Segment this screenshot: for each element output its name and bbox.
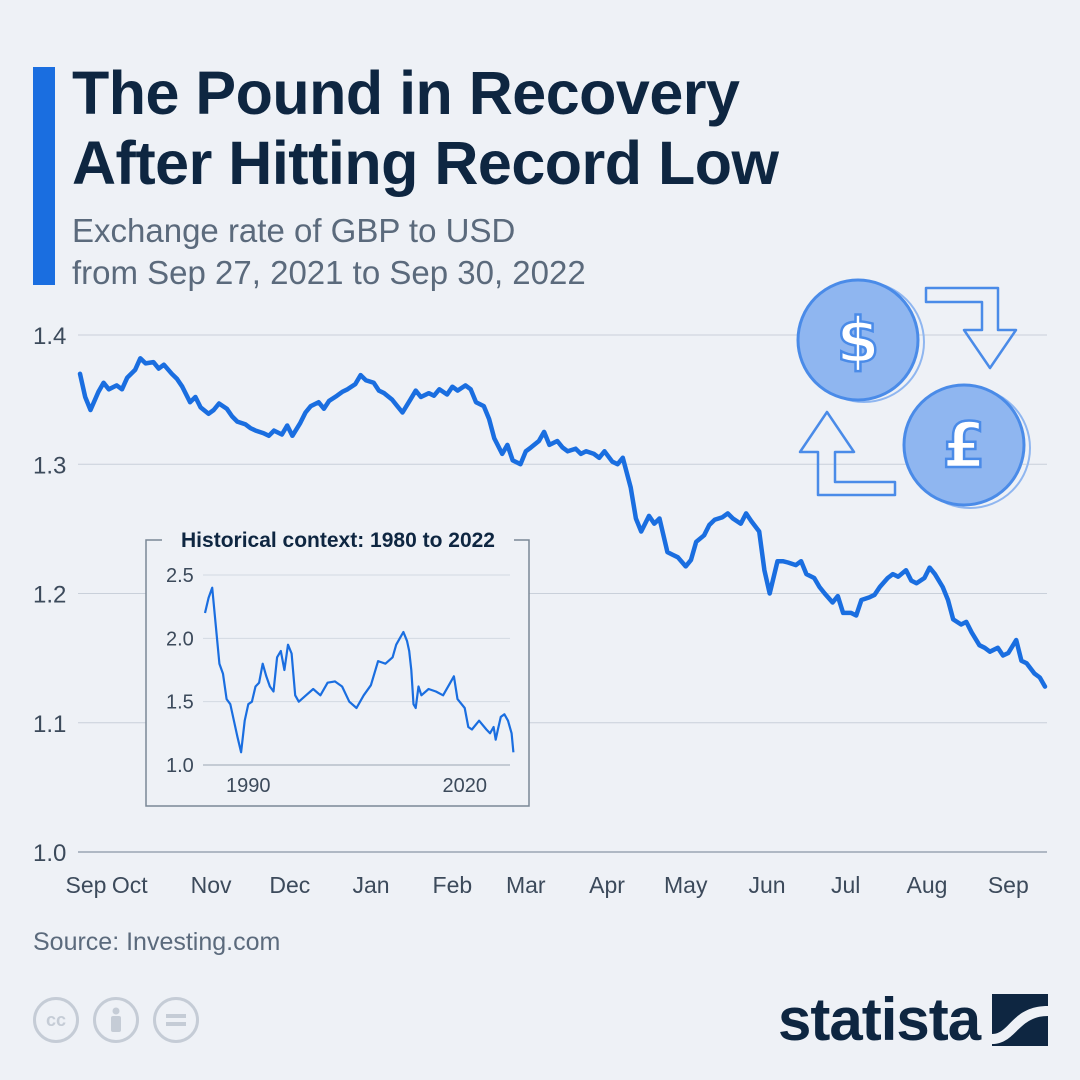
y-tick-label: 1.0: [33, 840, 66, 867]
y-tick-label: 1.2: [33, 582, 66, 609]
pound-coin-icon: [902, 383, 1026, 507]
title-line-1: The Pound in Recovery: [72, 59, 740, 127]
inset-y-tick-label: 1.5: [166, 692, 194, 714]
inset-series-line: [203, 586, 515, 754]
inset-y-tick-label: 2.5: [166, 565, 194, 587]
x-tick-label: May: [664, 872, 708, 898]
subtitle-line-1: Exchange rate of GBP to USD: [72, 212, 516, 249]
cc-icon[interactable]: cc: [33, 997, 79, 1043]
statista-brand[interactable]: statista: [778, 985, 1049, 1055]
x-tick-label: Apr: [589, 872, 625, 898]
inset-x-tick-label: 2020: [442, 775, 487, 797]
x-tick-label: Jan: [353, 872, 390, 898]
attribution-icon[interactable]: [93, 997, 139, 1043]
x-tick-label: Aug: [907, 872, 948, 898]
inset-y-tick-label: 1.0: [166, 755, 194, 777]
y-tick-label: 1.3: [33, 452, 66, 479]
x-tick-label: Oct: [112, 872, 148, 898]
dollar-symbol: $: [836, 304, 879, 377]
inset-frame: [145, 539, 530, 807]
main-x-axis: Sep Oct Nov Dec Jan Feb Mar Apr May Jun Jul Aug Sep: [66, 872, 1029, 898]
dollar-coin-icon: [796, 278, 920, 402]
license-icons: cc: [33, 997, 199, 1047]
x-tick-label: Jul: [831, 872, 860, 898]
title-line-2: After Hitting Record Low: [72, 129, 779, 197]
chart-title: The Pound in Recovery After Hitting Reco…: [72, 58, 779, 198]
inset-title: Historical context: 1980 to 2022: [181, 529, 495, 552]
x-tick-label: Mar: [506, 872, 546, 898]
x-tick-label: Feb: [433, 872, 473, 898]
subtitle-line-2: from Sep 27, 2021 to Sep 30, 2022: [72, 254, 586, 291]
arrow-up-icon: [798, 410, 897, 497]
inset-x-axis: 1990 2020: [226, 775, 487, 797]
inset-chart: Historical context: 1980 to 2022 1.0 1.5 2…: [145, 528, 530, 807]
brand-wordmark: statista: [778, 986, 981, 1053]
inset-y-axis: 1.0 1.5 2.0 2.5: [166, 565, 194, 777]
inset-title-backdrop: [162, 528, 514, 552]
y-tick-label: 1.4: [33, 323, 66, 350]
arrow-down-icon: [924, 286, 1018, 370]
y-tick-label: 1.1: [33, 711, 66, 738]
x-tick-label: Sep: [66, 872, 107, 898]
statista-logo-icon: [992, 994, 1049, 1046]
x-tick-label: Sep: [988, 872, 1029, 898]
main-y-axis: 1.0 1.1 1.2 1.3 1.4: [33, 323, 66, 867]
currency-exchange-illustration: $ £: [796, 278, 1031, 509]
x-tick-label: Dec: [269, 872, 310, 898]
x-tick-label: Jun: [748, 872, 785, 898]
inset-y-tick-label: 2.0: [166, 628, 194, 650]
x-tick-label: Nov: [191, 872, 232, 898]
inset-x-tick-label: 1990: [226, 775, 271, 797]
series-line-gbp-usd: [77, 356, 1048, 689]
chart-subtitle: Exchange rate of GBP to USD from Sep 27,…: [72, 210, 586, 294]
pound-symbol: £: [942, 409, 985, 482]
source-note: Source: Investing.com: [33, 928, 281, 956]
accent-bar: [33, 67, 55, 285]
no-derivatives-icon[interactable]: [153, 997, 199, 1043]
